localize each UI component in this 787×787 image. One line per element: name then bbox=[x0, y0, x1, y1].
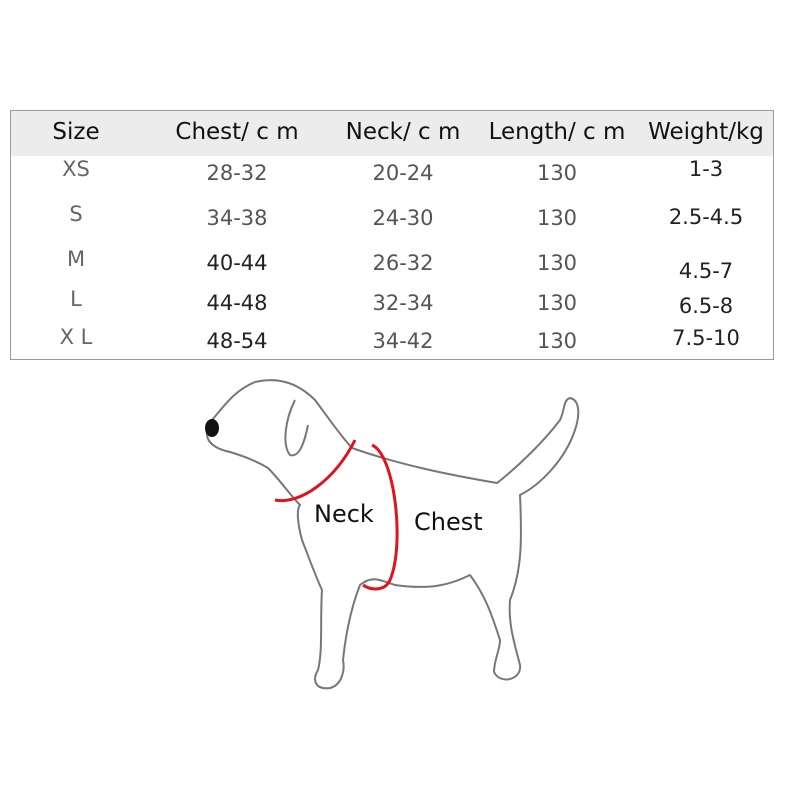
table-cell: 24-30 bbox=[372, 206, 434, 230]
size-cell: X L bbox=[59, 325, 93, 349]
table-cell: 1-3 bbox=[688, 157, 724, 181]
table-cell: 6.5-8 bbox=[678, 294, 734, 318]
column-header: Weight/kg bbox=[648, 119, 764, 145]
size-cell: XS bbox=[62, 157, 90, 181]
size-cell: S bbox=[69, 202, 83, 226]
table-cell: 130 bbox=[536, 206, 578, 230]
table-cell: 20-24 bbox=[372, 161, 434, 185]
chest-measure-line bbox=[362, 443, 399, 591]
column-header: Neck/ c m bbox=[345, 119, 461, 145]
table-cell: 2.5-4.5 bbox=[668, 205, 744, 229]
table-cell: 34-42 bbox=[372, 329, 434, 353]
table-cell: 130 bbox=[536, 291, 578, 315]
neck-label: Neck bbox=[314, 500, 374, 528]
column-header: Length/ c m bbox=[488, 119, 626, 145]
size-chart-table: Size Chest/ c m Neck/ c m Length/ c m Weight… bbox=[10, 110, 774, 360]
table-cell: 4.5-7 bbox=[678, 259, 734, 283]
table-cell: 26-32 bbox=[372, 251, 434, 275]
chest-label: Chest bbox=[414, 508, 483, 536]
table-cell: 44-48 bbox=[206, 291, 268, 315]
dog-ear bbox=[284, 399, 309, 457]
column-header: Size bbox=[52, 119, 100, 145]
table-cell: 130 bbox=[536, 329, 578, 353]
table-cell: 40-44 bbox=[206, 251, 268, 275]
table-cell: 48-54 bbox=[206, 329, 268, 353]
column-header: Chest/ c m bbox=[175, 119, 299, 145]
table-header-row bbox=[11, 111, 773, 156]
dog-outline bbox=[205, 379, 580, 690]
neck-measure-line bbox=[274, 439, 357, 503]
size-cell: L bbox=[70, 287, 82, 311]
dog-nose bbox=[205, 419, 219, 437]
table-cell: 32-34 bbox=[372, 291, 434, 315]
table-cell: 130 bbox=[536, 251, 578, 275]
table-cell: 28-32 bbox=[206, 161, 268, 185]
table-cell: 130 bbox=[536, 161, 578, 185]
table-cell: 7.5-10 bbox=[672, 326, 740, 350]
size-cell: M bbox=[66, 247, 86, 271]
table-cell: 34-38 bbox=[206, 206, 268, 230]
